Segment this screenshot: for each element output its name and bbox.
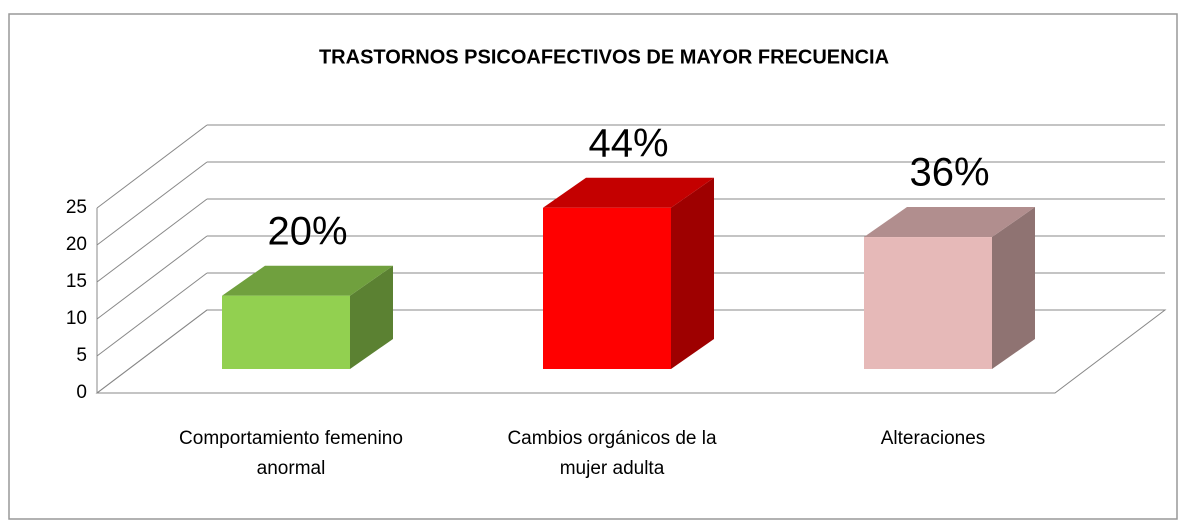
grid-line	[96, 198, 208, 283]
bar-side	[350, 265, 393, 369]
value-label: 36%	[909, 151, 989, 195]
bar-top	[543, 177, 714, 208]
y-tick-label: 15	[66, 271, 87, 292]
grid-line	[96, 161, 208, 246]
y-tick-label: 20	[66, 234, 87, 255]
bar	[543, 207, 671, 369]
bar	[864, 237, 992, 369]
bar-side	[671, 177, 714, 369]
bar-top	[864, 207, 1035, 238]
bar-top	[222, 265, 393, 296]
grid-line	[96, 124, 208, 209]
x-tick-label: Cambios orgánicos de la mujer adulta	[507, 428, 717, 479]
x-tick-label: Comportamiento femenino anormal	[179, 428, 403, 479]
y-tick-label: 10	[66, 308, 87, 329]
bar-side	[992, 207, 1035, 369]
x-tick-label: Alteraciones	[880, 428, 986, 449]
bar	[222, 295, 350, 369]
y-tick-label: 0	[76, 382, 87, 403]
chart-title: TRASTORNOS PSICOAFECTIVOS DE MAYOR FRECU…	[319, 46, 889, 68]
y-tick-label: 25	[66, 197, 87, 218]
value-label: 20%	[267, 209, 347, 253]
grid-line	[96, 309, 208, 394]
grid-line	[96, 235, 208, 320]
grid-line	[96, 272, 208, 357]
value-label: 44%	[588, 121, 668, 165]
y-tick-label: 5	[76, 345, 87, 366]
